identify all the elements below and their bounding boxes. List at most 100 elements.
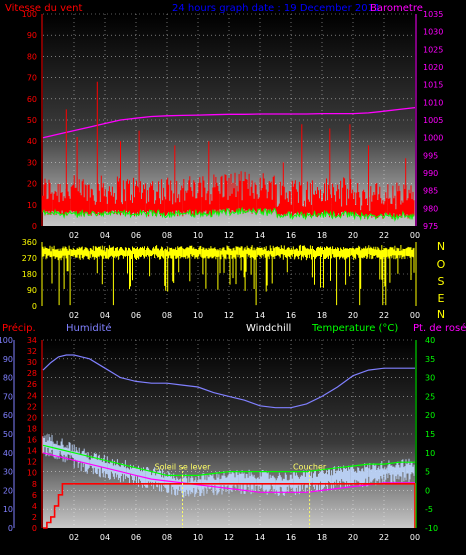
direction-tick-360: 360 bbox=[22, 238, 37, 247]
precip-tick-14: 14 bbox=[27, 447, 37, 456]
x-tick-label-16: 16 bbox=[286, 533, 296, 542]
humidity-tick-100: 100 bbox=[0, 336, 13, 345]
precip-tick-10: 10 bbox=[27, 469, 37, 478]
x-tick-label-16: 16 bbox=[286, 311, 296, 320]
barometer-series bbox=[42, 106, 416, 139]
humidity-tick-10: 10 bbox=[3, 505, 13, 514]
direction-tick-180: 180 bbox=[22, 270, 37, 279]
x-tick-label-04: 04 bbox=[100, 311, 110, 320]
direction-panel-grid bbox=[43, 242, 415, 306]
wind-panel-axes: 0102030405060708090100975980985990995100… bbox=[22, 10, 444, 240]
baro-tick-1000: 1000 bbox=[423, 134, 443, 143]
x-tick-label-14: 14 bbox=[255, 231, 265, 240]
humidity-tick-60: 60 bbox=[3, 411, 13, 420]
temp-tick-5: 5 bbox=[425, 468, 430, 477]
baro-tick-975: 975 bbox=[423, 222, 438, 231]
temp-tick--5: -5 bbox=[425, 505, 433, 514]
precip-tick-30: 30 bbox=[27, 358, 37, 367]
x-tick-label-02: 02 bbox=[69, 311, 79, 320]
sunset-label: Coucher bbox=[293, 462, 327, 471]
temp-tick-20: 20 bbox=[425, 411, 435, 420]
temperature-label: Temperature (°C) bbox=[311, 323, 398, 334]
direction-letter-1: N bbox=[437, 240, 445, 253]
x-tick-label-02: 02 bbox=[69, 533, 79, 542]
baro-tick-1030: 1030 bbox=[423, 28, 443, 37]
precip-tick-28: 28 bbox=[27, 369, 37, 378]
baro-tick-1010: 1010 bbox=[423, 98, 443, 107]
baro-tick-1015: 1015 bbox=[423, 81, 443, 90]
wind-series bbox=[42, 81, 415, 222]
direction-series bbox=[42, 244, 415, 306]
precip-tick-8: 8 bbox=[32, 480, 37, 489]
x-tick-label-22: 22 bbox=[379, 231, 389, 240]
x-tick-label-20: 20 bbox=[348, 311, 358, 320]
direction-letters: N O S E N bbox=[437, 240, 446, 321]
wind-tick-80: 80 bbox=[27, 52, 37, 61]
wind-tick-30: 30 bbox=[27, 158, 37, 167]
wind-tick-70: 70 bbox=[27, 74, 37, 83]
wind-average-line bbox=[42, 206, 415, 222]
x-tick-label-08: 08 bbox=[162, 231, 172, 240]
humidity-line bbox=[42, 354, 415, 409]
precip-tick-16: 16 bbox=[27, 436, 37, 445]
precip-label: Précip. bbox=[2, 322, 36, 334]
baro-tick-1005: 1005 bbox=[423, 116, 443, 125]
x-tick-label-04: 04 bbox=[100, 533, 110, 542]
precip-tick-12: 12 bbox=[27, 458, 37, 467]
direction-panel-axes: 0 90 180 270 360 02 04 06 08 10 12 14 16 18 20 22 00 bbox=[22, 238, 420, 320]
barometer-title: Barometre bbox=[370, 3, 423, 14]
precip-tick-34: 34 bbox=[27, 336, 37, 345]
temp-tick-10: 10 bbox=[425, 449, 435, 458]
humidity-tick-80: 80 bbox=[3, 374, 13, 383]
direction-bars bbox=[42, 244, 415, 306]
wind-tick-20: 20 bbox=[27, 180, 37, 189]
x-tick-label-10: 10 bbox=[193, 231, 203, 240]
humidity-tick-0: 0 bbox=[8, 524, 13, 533]
x-tick-label-18: 18 bbox=[317, 231, 327, 240]
baro-tick-985: 985 bbox=[423, 187, 438, 196]
precip-tick-4: 4 bbox=[32, 502, 37, 511]
x-tick-label-00: 00 bbox=[410, 311, 420, 320]
direction-tick-90: 90 bbox=[27, 286, 37, 295]
precip-tick-20: 20 bbox=[27, 413, 37, 422]
x-tick-label-14: 14 bbox=[255, 533, 265, 542]
wind-speed-title: Vitesse du vent bbox=[5, 3, 82, 14]
x-tick-label-10: 10 bbox=[193, 311, 203, 320]
x-tick-label-06: 06 bbox=[131, 311, 141, 320]
direction-letter-5: N bbox=[437, 308, 445, 321]
wind-tick-10: 10 bbox=[27, 201, 37, 210]
wind-tick-60: 60 bbox=[27, 95, 37, 104]
humidity-label: Humidité bbox=[66, 322, 112, 334]
baro-tick-995: 995 bbox=[423, 151, 438, 160]
x-tick-label-06: 06 bbox=[131, 533, 141, 542]
baro-tick-990: 990 bbox=[423, 169, 438, 178]
precip-tick-18: 18 bbox=[27, 424, 37, 433]
baro-tick-1035: 1035 bbox=[423, 10, 443, 19]
dew-point-label: Pt. de rosée bbox=[413, 322, 466, 334]
direction-letter-2: O bbox=[437, 258, 446, 271]
wind-speed-bars bbox=[42, 81, 415, 220]
temp-tick-25: 25 bbox=[425, 392, 435, 401]
humidity-tick-30: 30 bbox=[3, 468, 13, 477]
x-tick-label-08: 08 bbox=[162, 311, 172, 320]
x-tick-label-00: 00 bbox=[410, 231, 420, 240]
humidity-tick-70: 70 bbox=[3, 392, 13, 401]
x-tick-label-12: 12 bbox=[224, 311, 234, 320]
wind-tick-50: 50 bbox=[27, 116, 37, 125]
humidity-panel-grid bbox=[43, 339, 415, 528]
x-tick-label-18: 18 bbox=[317, 311, 327, 320]
wind-tick-100: 100 bbox=[22, 10, 37, 19]
x-tick-label-16: 16 bbox=[286, 231, 296, 240]
windchill-label: Windchill bbox=[246, 323, 291, 334]
precip-tick-32: 32 bbox=[27, 347, 37, 356]
direction-letter-3: S bbox=[438, 275, 445, 288]
temp-tick-15: 15 bbox=[425, 430, 435, 439]
precip-tick-2: 2 bbox=[32, 513, 37, 522]
x-tick-label-08: 08 bbox=[162, 533, 172, 542]
x-tick-label-06: 06 bbox=[131, 231, 141, 240]
humidity-tick-90: 90 bbox=[3, 355, 13, 364]
humidity-panel-axes: 0102030405060708090100024681012141618202… bbox=[0, 336, 438, 542]
direction-tick-270: 270 bbox=[22, 254, 37, 263]
